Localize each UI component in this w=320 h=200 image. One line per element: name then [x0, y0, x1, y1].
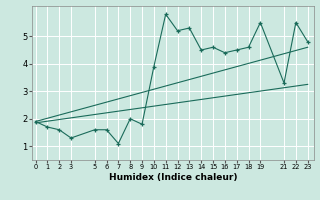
X-axis label: Humidex (Indice chaleur): Humidex (Indice chaleur): [108, 173, 237, 182]
